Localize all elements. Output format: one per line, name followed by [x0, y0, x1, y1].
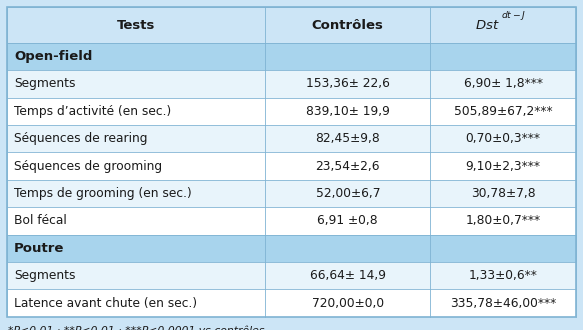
- Text: Séquences de rearing: Séquences de rearing: [14, 132, 147, 145]
- Text: 52,00±6,7: 52,00±6,7: [315, 187, 380, 200]
- Text: Temps de grooming (en sec.): Temps de grooming (en sec.): [14, 187, 192, 200]
- Text: 23,54±2,6: 23,54±2,6: [315, 160, 380, 173]
- Text: 66,64± 14,9: 66,64± 14,9: [310, 269, 386, 282]
- Text: Poutre: Poutre: [14, 242, 64, 255]
- Text: 335,78±46,00***: 335,78±46,00***: [450, 297, 556, 310]
- Text: Open-field: Open-field: [14, 50, 92, 63]
- Text: 1,33±0,6**: 1,33±0,6**: [469, 269, 538, 282]
- Text: Bol fécal: Bol fécal: [14, 214, 66, 227]
- Text: 505,89±67,2***: 505,89±67,2***: [454, 105, 553, 118]
- Text: 30,78±7,8: 30,78±7,8: [471, 187, 535, 200]
- Bar: [7, 7, 576, 43]
- Text: *P<0.01 ; **P<0.01 ; ***P<0.0001 vs contrôles: *P<0.01 ; **P<0.01 ; ***P<0.0001 vs cont…: [8, 326, 265, 330]
- Bar: [7, 43, 576, 70]
- Text: 720,00±0,0: 720,00±0,0: [312, 297, 384, 310]
- Bar: [7, 180, 576, 207]
- Bar: [7, 125, 576, 152]
- Text: 9,10±2,3***: 9,10±2,3***: [466, 160, 540, 173]
- Bar: [7, 235, 576, 262]
- Bar: [7, 317, 576, 330]
- Text: $\it{dt-J}$: $\it{dt-J}$: [501, 9, 526, 22]
- Bar: [7, 152, 576, 180]
- Bar: [7, 289, 576, 317]
- Bar: [7, 98, 576, 125]
- Text: 839,10± 19,9: 839,10± 19,9: [306, 105, 389, 118]
- Text: 1,80±0,7***: 1,80±0,7***: [466, 214, 540, 227]
- Text: 153,36± 22,6: 153,36± 22,6: [306, 78, 389, 90]
- Bar: [7, 262, 576, 289]
- Text: 0,70±0,3***: 0,70±0,3***: [466, 132, 540, 145]
- Text: Latence avant chute (en sec.): Latence avant chute (en sec.): [14, 297, 197, 310]
- Text: Contrôles: Contrôles: [312, 18, 384, 32]
- Text: 82,45±9,8: 82,45±9,8: [315, 132, 380, 145]
- Text: 6,91 ±0,8: 6,91 ±0,8: [318, 214, 378, 227]
- Text: Temps d’activité (en sec.): Temps d’activité (en sec.): [14, 105, 171, 118]
- Bar: [7, 207, 576, 235]
- Bar: [7, 70, 576, 98]
- Text: Tests: Tests: [117, 18, 155, 32]
- Text: Segments: Segments: [14, 269, 75, 282]
- Text: Segments: Segments: [14, 78, 75, 90]
- Text: Séquences de grooming: Séquences de grooming: [14, 160, 162, 173]
- Text: 6,90± 1,8***: 6,90± 1,8***: [463, 78, 543, 90]
- Text: $\it{Dst}$: $\it{Dst}$: [476, 18, 500, 32]
